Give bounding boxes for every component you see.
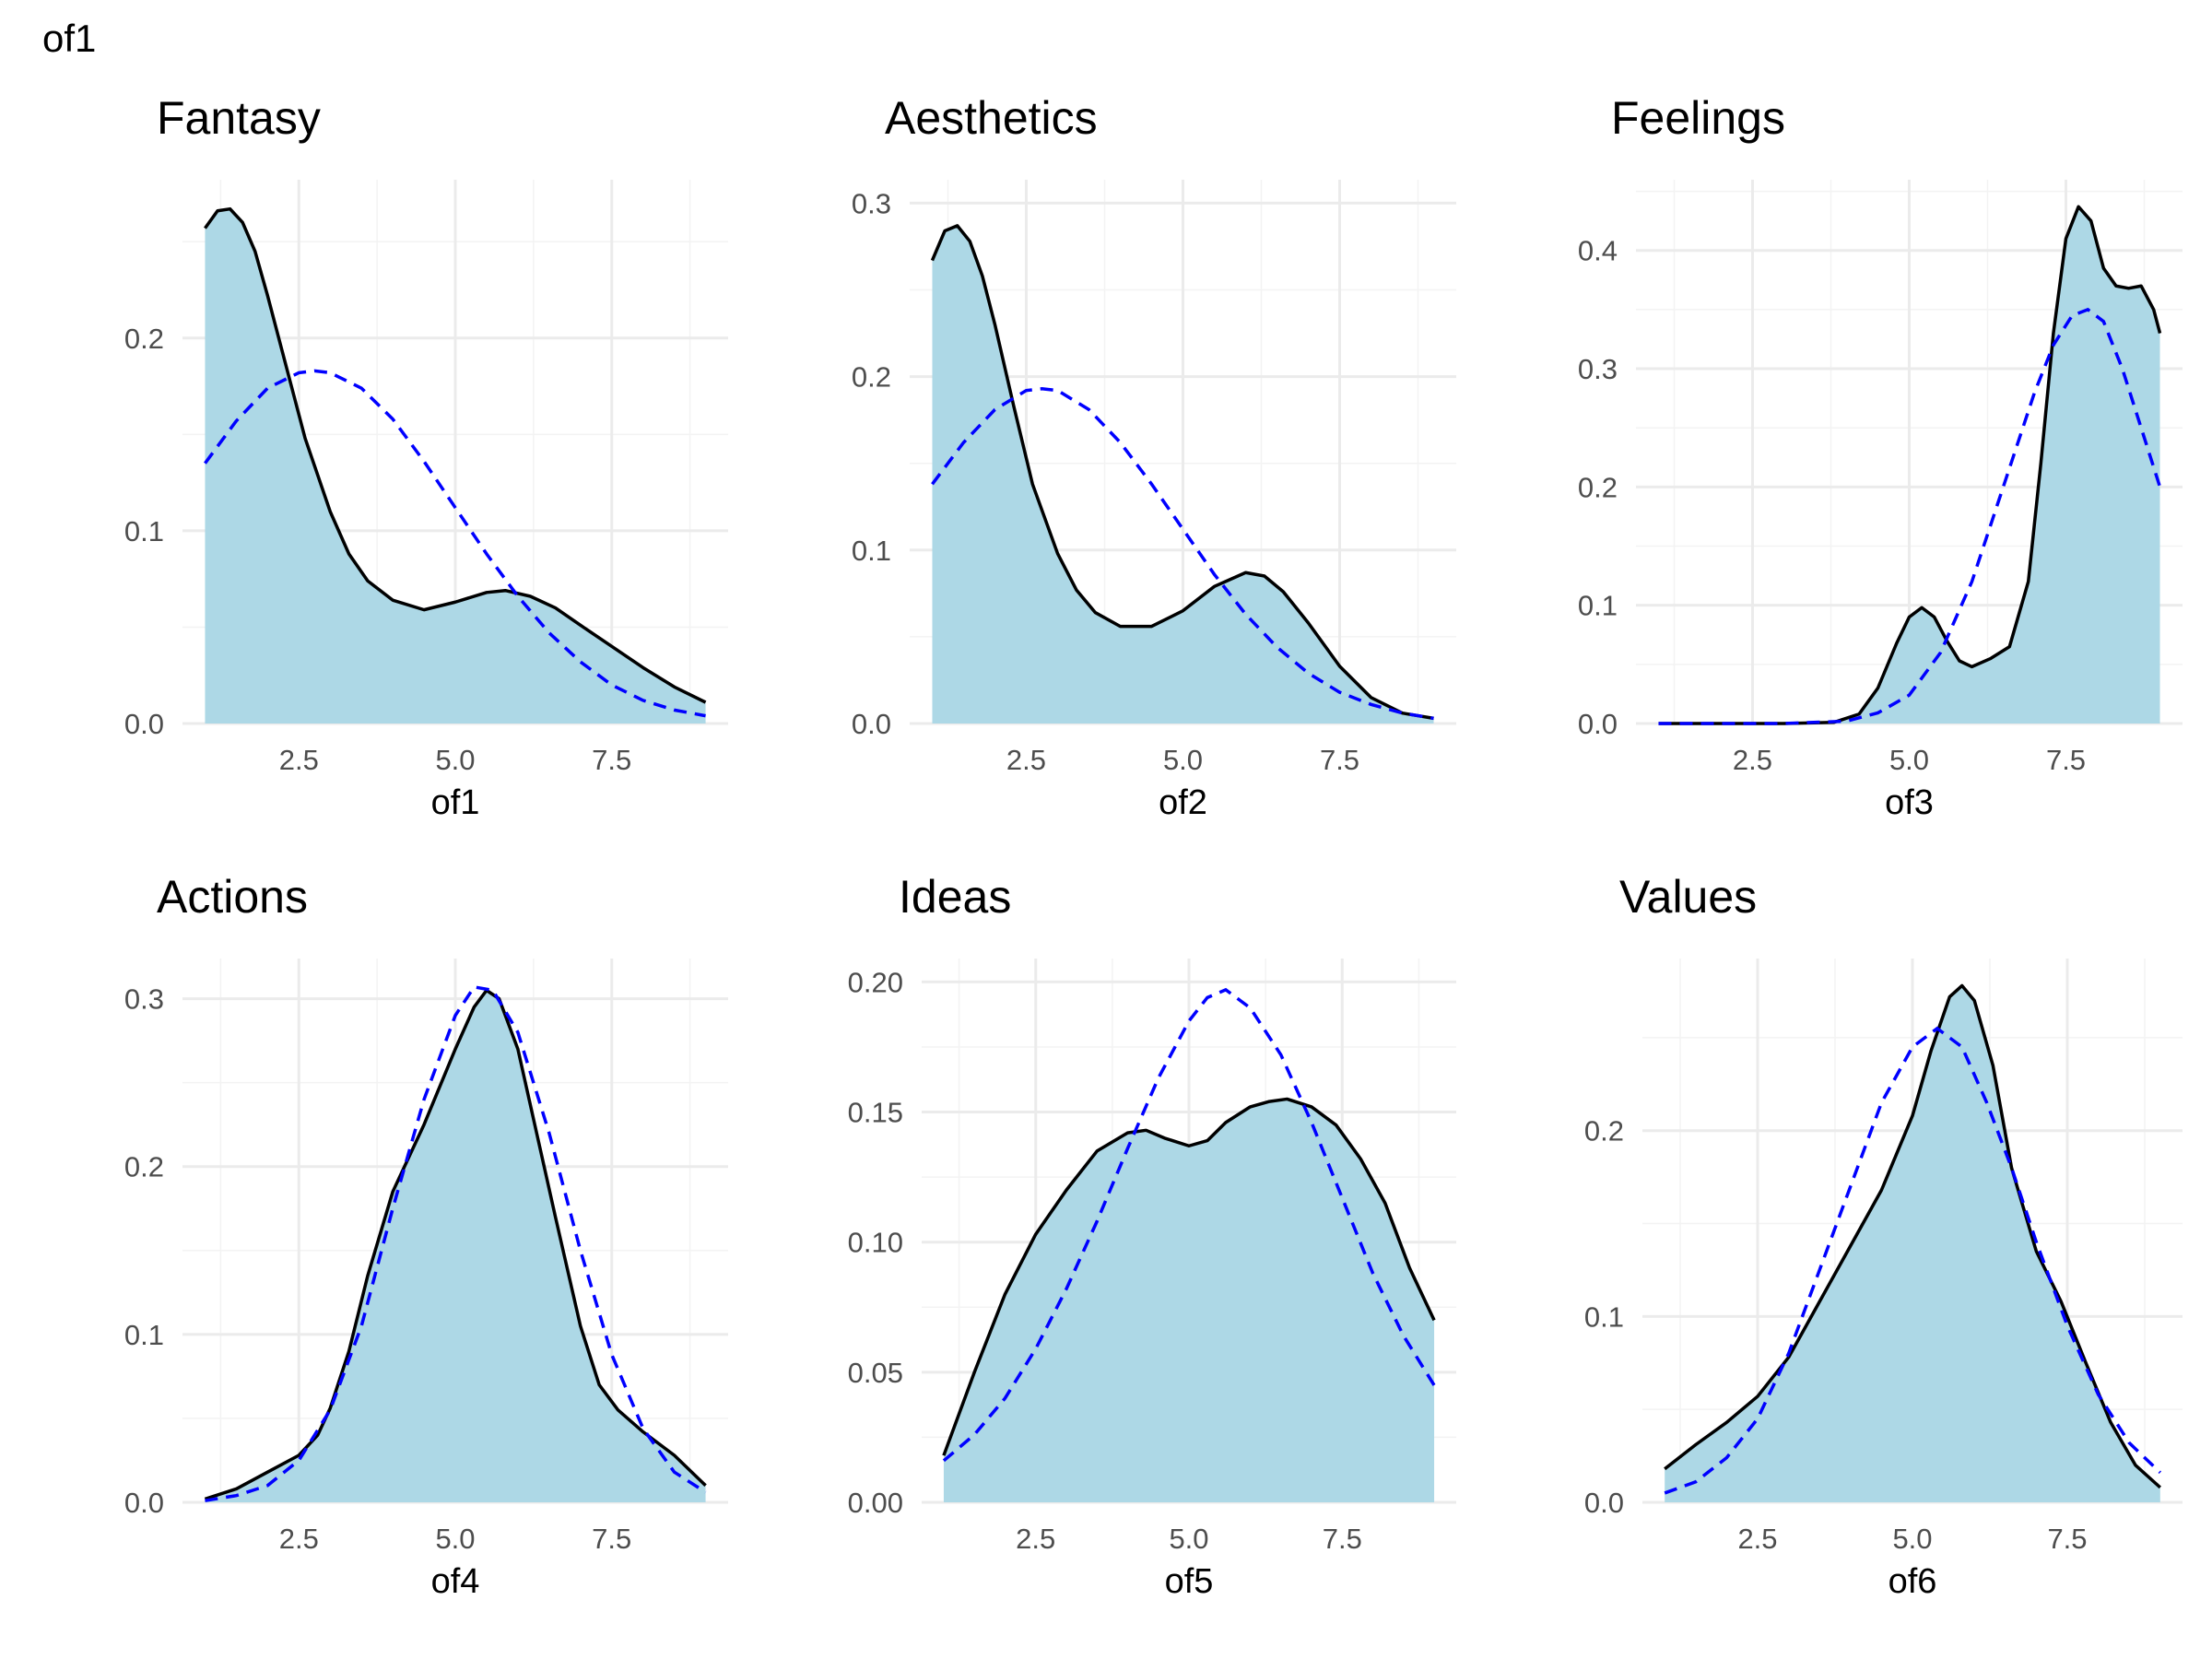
page-title: of1 — [42, 17, 97, 60]
y-tick-label: 0.15 — [848, 1097, 903, 1129]
panel-title: Values — [1619, 871, 1757, 923]
density-area — [1658, 206, 2160, 724]
facet-panel-of6: 2.5 5.0 7.5 0.0 0.1 0.2 of6 Values — [1584, 871, 2183, 1601]
y-tick-label: 0.0 — [1584, 1487, 1624, 1519]
x-tick-label: 7.5 — [2047, 1523, 2087, 1555]
y-tick-label: 0.4 — [1578, 235, 1618, 267]
y-tick-label: 0.0 — [124, 708, 164, 740]
x-axis-label: of4 — [431, 1562, 480, 1601]
density-area — [1665, 985, 2160, 1502]
y-tick-label: 0.05 — [848, 1357, 903, 1389]
panel-title: Ideas — [899, 871, 1011, 923]
normal-curve-line — [205, 984, 707, 1502]
x-axis-label: of2 — [1159, 783, 1207, 822]
facet-panel-of1: 2.5 5.0 7.5 0.0 0.1 0.2 of1 Fantasy — [124, 92, 728, 822]
density-area — [205, 990, 706, 1502]
x-axis-label: of6 — [1888, 1562, 1937, 1601]
facet-panel-of3: 2.5 5.0 7.5 0.0 0.1 0.2 0.3 0.4 of3 Feelings — [1578, 92, 2183, 822]
density-line — [1658, 205, 2162, 725]
x-axis-label: of5 — [1165, 1562, 1214, 1601]
panel-title: Actions — [157, 871, 308, 923]
y-tick-label: 0.20 — [848, 966, 903, 998]
y-tick-label: 0.1 — [124, 515, 164, 547]
y-tick-label: 0.1 — [124, 1319, 164, 1351]
x-tick-label: 5.0 — [1892, 1523, 1932, 1555]
x-tick-label: 7.5 — [592, 1523, 631, 1555]
density-area — [943, 1099, 1435, 1502]
x-tick-label: 5.0 — [1889, 744, 1929, 776]
x-tick-label: 2.5 — [279, 1523, 319, 1555]
x-tick-label: 2.5 — [1733, 744, 1772, 776]
x-axis-label: of3 — [1885, 783, 1934, 822]
normal-curve-line — [931, 387, 1434, 721]
x-tick-label: 2.5 — [279, 744, 319, 776]
x-tick-label: 7.5 — [592, 744, 631, 776]
y-tick-label: 0.0 — [124, 1487, 164, 1519]
y-tick-label: 0.1 — [1578, 590, 1618, 622]
normal-curve-line — [1664, 1026, 2162, 1495]
panel-title: Fantasy — [157, 92, 321, 144]
x-tick-label: 5.0 — [435, 1523, 475, 1555]
y-tick-label: 0.2 — [852, 361, 891, 394]
normal-curve-line — [942, 987, 1436, 1463]
x-tick-label: 7.5 — [1320, 744, 1359, 776]
density-line — [942, 1097, 1436, 1456]
y-tick-label: 0.0 — [852, 708, 891, 740]
facet-panel-of5: 2.5 5.0 7.5 0.00 0.05 0.10 0.15 0.20 of5 Ideas — [848, 871, 1456, 1601]
x-tick-label: 7.5 — [2046, 744, 2086, 776]
facet-panel-of2: 2.5 5.0 7.5 0.0 0.1 0.2 0.3 of2 Aesthetics — [852, 92, 1456, 822]
panel-title: Feelings — [1611, 92, 1785, 144]
y-tick-label: 0.2 — [1584, 1115, 1624, 1147]
y-tick-label: 0.3 — [124, 983, 164, 1016]
panel-title: Aesthetics — [885, 92, 1098, 144]
x-tick-label: 5.0 — [435, 744, 475, 776]
y-tick-label: 0.3 — [852, 187, 891, 219]
facet-panel-of4: 2.5 5.0 7.5 0.0 0.1 0.2 0.3 of4 Actions — [124, 871, 728, 1601]
normal-curve-line — [1658, 307, 2162, 725]
y-tick-label: 0.2 — [1578, 471, 1618, 503]
x-tick-label: 2.5 — [1737, 1523, 1777, 1555]
x-tick-label: 2.5 — [1016, 1523, 1055, 1555]
y-tick-label: 0.10 — [848, 1227, 903, 1259]
normal-curve-line — [204, 369, 706, 718]
y-tick-label: 0.2 — [124, 1151, 164, 1183]
y-tick-label: 0.0 — [1578, 708, 1618, 740]
density-line — [930, 224, 1434, 721]
density-line — [204, 206, 707, 704]
x-axis-label: of1 — [431, 783, 480, 822]
x-tick-label: 7.5 — [1323, 1523, 1362, 1555]
y-tick-label: 0.1 — [1584, 1300, 1624, 1333]
density-area — [932, 225, 1434, 724]
density-line — [1664, 983, 2161, 1489]
density-line — [204, 988, 707, 1501]
y-tick-label: 0.2 — [124, 323, 164, 355]
x-tick-label: 2.5 — [1006, 744, 1046, 776]
y-tick-label: 0.00 — [848, 1487, 903, 1519]
x-tick-label: 5.0 — [1169, 1523, 1208, 1555]
x-tick-label: 5.0 — [1163, 744, 1203, 776]
y-tick-label: 0.3 — [1578, 353, 1618, 385]
y-tick-label: 0.1 — [852, 535, 891, 567]
density-area — [205, 208, 706, 724]
